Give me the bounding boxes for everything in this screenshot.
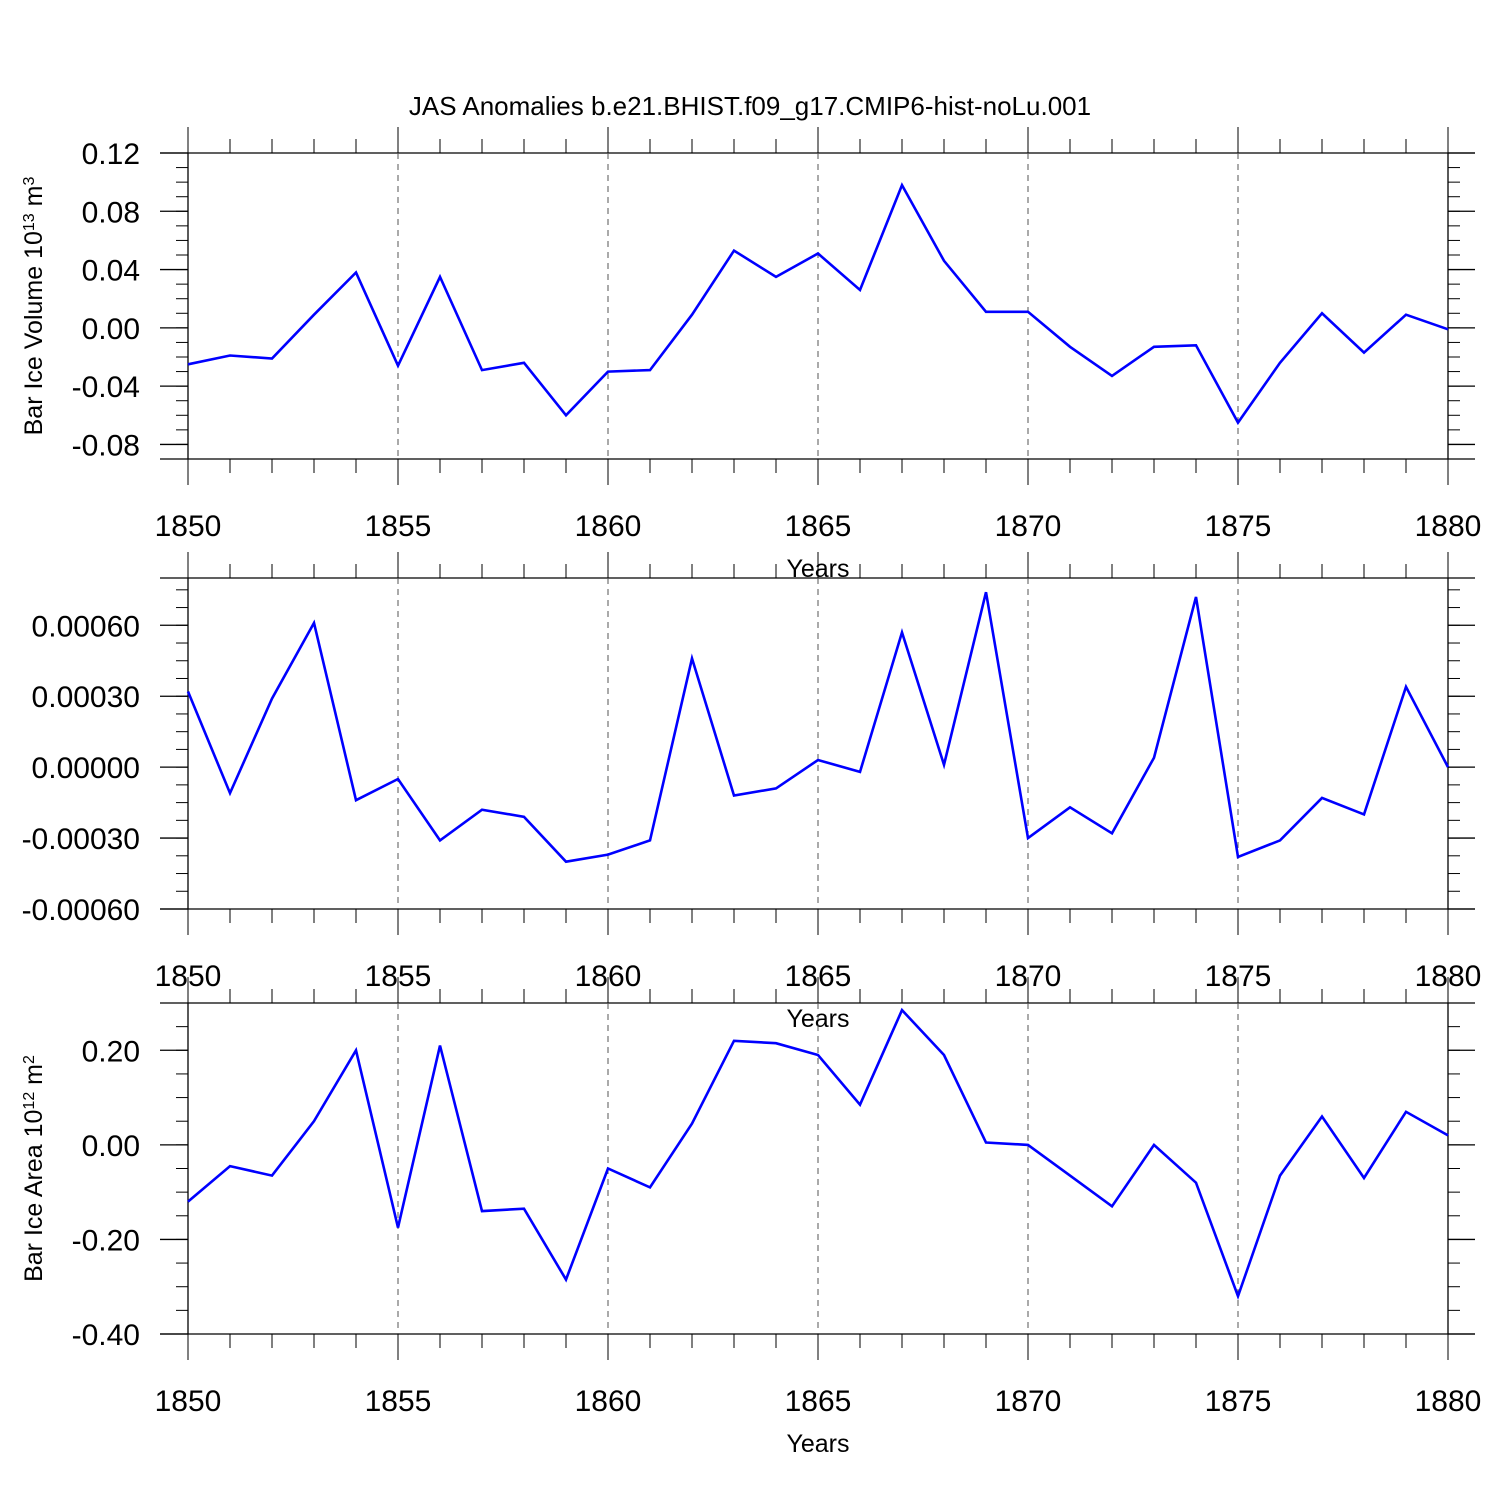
data-line bbox=[187, 182, 1449, 426]
x-tick-label: 1860 bbox=[575, 1385, 642, 1418]
chart-title: JAS Anomalies b.e21.BHIST.f09_g17.CMIP6-… bbox=[409, 91, 1091, 121]
x-axis-label: Years bbox=[786, 1430, 849, 1458]
y-axis-label: Bar Ice Volume 1013 m3 bbox=[20, 177, 48, 436]
x-tick-label: 1855 bbox=[365, 510, 432, 543]
y-axis-label: Bar Ice Area 1012 m2 bbox=[20, 1055, 48, 1282]
y-tick-label: 0.08 bbox=[82, 196, 140, 229]
x-tick-label: 1870 bbox=[995, 1385, 1062, 1418]
y-tick-label: 0.20 bbox=[82, 1035, 140, 1068]
y-tick-label: 0.00000 bbox=[32, 752, 140, 785]
x-tick-label: 1860 bbox=[575, 510, 642, 543]
y-axis-label-unit: m bbox=[20, 1064, 48, 1092]
y-tick-label: -0.00030 bbox=[22, 823, 140, 856]
middle-panel: 1850 1855 1860 1865 1870 1875 1880Years0.00060… bbox=[22, 552, 1481, 1033]
y-axis-label-unit-exponent: 3 bbox=[21, 177, 38, 186]
y-tick-label: 0.00030 bbox=[32, 681, 140, 714]
y-tick-label: -0.40 bbox=[72, 1319, 140, 1352]
x-tick-label: 1850 bbox=[155, 1385, 222, 1418]
x-tick-label: 1875 bbox=[1205, 510, 1272, 543]
y-axis-label-exponent: 13 bbox=[21, 213, 38, 231]
y-tick-label: 0.04 bbox=[82, 255, 140, 288]
area-panel: 1850 1855 1860 1865 1870 1875 1880 Years 0.20 0.0… bbox=[20, 977, 1481, 1458]
y-tick-label: 0.00060 bbox=[32, 610, 140, 643]
y-tick-label: -0.20 bbox=[72, 1224, 140, 1257]
y-axis-label-text: Bar Ice Area 10 bbox=[20, 1110, 48, 1282]
x-tick-label: 1865 bbox=[785, 510, 852, 543]
x-tick-label: 1875 bbox=[1205, 1385, 1272, 1418]
y-tick-label: -0.04 bbox=[72, 371, 140, 404]
y-axis-label-unit: m bbox=[20, 186, 48, 214]
y-tick-label: -0.00060 bbox=[22, 894, 140, 927]
volume-panel: 1850 1855 1860 1865 1870 1875 1880Years0.120.0… bbox=[20, 127, 1481, 583]
y-tick-label: -0.08 bbox=[72, 429, 140, 462]
x-tick-label: 1855 bbox=[365, 1385, 432, 1418]
x-tick-label: 1865 bbox=[785, 1385, 852, 1418]
y-tick-label: 0.12 bbox=[82, 138, 140, 171]
x-tick-label: 1870 bbox=[995, 510, 1062, 543]
data-line bbox=[187, 1007, 1449, 1301]
data-line bbox=[186, 591, 1450, 864]
y-tick-label: 0.00 bbox=[82, 313, 140, 346]
x-tick-label: 1880 bbox=[1415, 1385, 1482, 1418]
x-tick-label: 1880 bbox=[1415, 510, 1482, 543]
x-tick-label: 1850 bbox=[155, 510, 222, 543]
y-tick-label: 0.00 bbox=[82, 1130, 140, 1163]
y-axis-label-exponent: 12 bbox=[21, 1092, 38, 1110]
y-axis-label-text: Bar Ice Volume 10 bbox=[20, 231, 48, 435]
y-axis-label-unit-exponent: 2 bbox=[21, 1055, 38, 1064]
